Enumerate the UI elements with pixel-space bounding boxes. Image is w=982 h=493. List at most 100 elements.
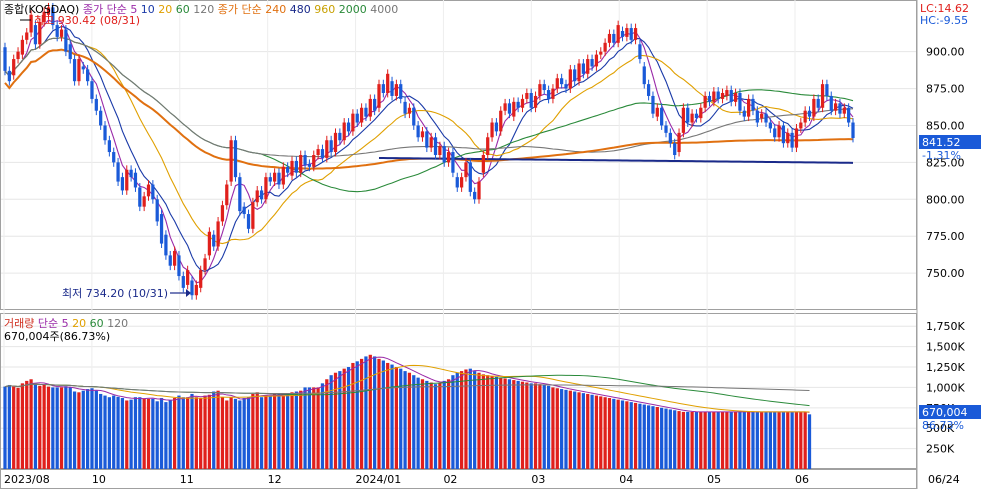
volume-bar — [120, 398, 125, 469]
candle-body — [7, 70, 11, 82]
candle-body — [655, 107, 659, 117]
volume-bar — [686, 411, 690, 469]
candle-body — [425, 131, 429, 148]
candle-body — [377, 84, 381, 108]
candle-body — [720, 93, 725, 99]
candle-body — [703, 95, 707, 108]
candle-body — [59, 29, 64, 37]
price-panel-frame — [0, 0, 917, 310]
candle-body — [381, 84, 385, 93]
candle-body — [394, 84, 399, 96]
x-tick: 05 — [707, 473, 721, 486]
volume-bar — [747, 411, 751, 469]
candle-body — [586, 59, 590, 74]
candle-body — [38, 22, 42, 45]
candle-body — [99, 110, 103, 126]
candle-body — [168, 255, 172, 266]
volume-ma-20-line — [4, 364, 810, 413]
candle-body — [33, 25, 38, 45]
legend-item: 60 — [86, 317, 104, 330]
volume-bar — [420, 379, 425, 469]
candle-body — [29, 14, 33, 33]
legend-item: 120 — [190, 3, 215, 16]
last-price-box — [919, 135, 981, 149]
volume-bar — [342, 368, 346, 469]
volume-bar — [281, 395, 285, 469]
volume-bar — [525, 382, 529, 469]
volume-bar — [503, 378, 507, 469]
volume-bar — [338, 371, 342, 469]
candle-body — [803, 110, 807, 123]
volume-bar — [516, 380, 520, 469]
candle-body — [216, 221, 220, 247]
candle-body — [538, 84, 542, 96]
price-tick: 775.00 — [926, 230, 965, 243]
ma-10-line — [4, 25, 854, 273]
low-label: 최저 734.20 (10/31) — [62, 287, 168, 300]
volume-bar — [612, 398, 616, 469]
volume-legend: 거래량 단순 5 20 60 120 — [4, 317, 128, 330]
candle-body — [616, 25, 620, 43]
price-legend: 종합(KOSDAQ) 종가 단순 5 10 20 60 120 종가 단순 24… — [4, 3, 398, 16]
candle-body — [299, 155, 303, 173]
volume-bar — [312, 387, 316, 469]
volume-bar — [546, 385, 551, 469]
candle-body — [246, 214, 251, 229]
volume-bar — [603, 397, 607, 469]
volume-bar — [216, 390, 220, 469]
volume-bar — [733, 411, 738, 469]
candle-body — [351, 113, 355, 132]
volume-bar — [299, 390, 303, 469]
volume-bar — [464, 369, 468, 469]
x-axis-frame — [0, 469, 917, 489]
candle-body — [651, 95, 655, 114]
volume-bar — [181, 397, 185, 469]
volume-bar — [116, 396, 120, 469]
candle-body — [303, 155, 307, 166]
candle-body — [312, 155, 316, 167]
volume-bar — [694, 411, 699, 469]
candle-body — [438, 146, 442, 155]
volume-bar — [42, 384, 46, 469]
candle-body — [333, 132, 338, 153]
candle-body — [733, 93, 738, 102]
candle-body — [151, 184, 155, 200]
candle-body — [120, 177, 125, 191]
candle-body — [90, 81, 94, 99]
candle-body — [420, 131, 425, 138]
volume-bar — [438, 382, 442, 469]
legend-item: 10 — [137, 3, 155, 16]
candle-body — [212, 234, 216, 247]
candle-body — [146, 184, 151, 197]
volume-bar — [620, 400, 625, 469]
candle-body — [777, 125, 781, 138]
legend-item: 480 — [286, 3, 311, 16]
candle-body — [446, 152, 451, 163]
volume-bar — [94, 390, 98, 469]
candle-body — [812, 98, 816, 117]
candle-body — [364, 107, 368, 117]
candle-body — [264, 177, 268, 200]
volume-bar — [616, 399, 620, 469]
candle-body — [94, 98, 98, 111]
volume-bar — [238, 400, 242, 469]
candle-body — [577, 63, 581, 82]
candle-body — [86, 69, 90, 82]
candle-body — [416, 125, 420, 138]
candle-body — [760, 113, 764, 119]
candle-body — [529, 93, 533, 108]
volume-bar — [159, 398, 164, 469]
candle-body — [64, 29, 68, 52]
last-volume: 670,004 — [922, 406, 968, 419]
volume-bar — [681, 411, 686, 469]
volume-bar — [112, 395, 116, 469]
candle-body — [512, 101, 516, 117]
volume-bar — [568, 390, 572, 469]
volume-bar — [38, 385, 42, 469]
candle-body — [542, 84, 546, 91]
candle-body — [286, 166, 290, 173]
candle-body — [238, 177, 242, 212]
volume-bar — [290, 392, 294, 469]
candle-body — [490, 122, 494, 138]
candle-body — [12, 59, 16, 76]
